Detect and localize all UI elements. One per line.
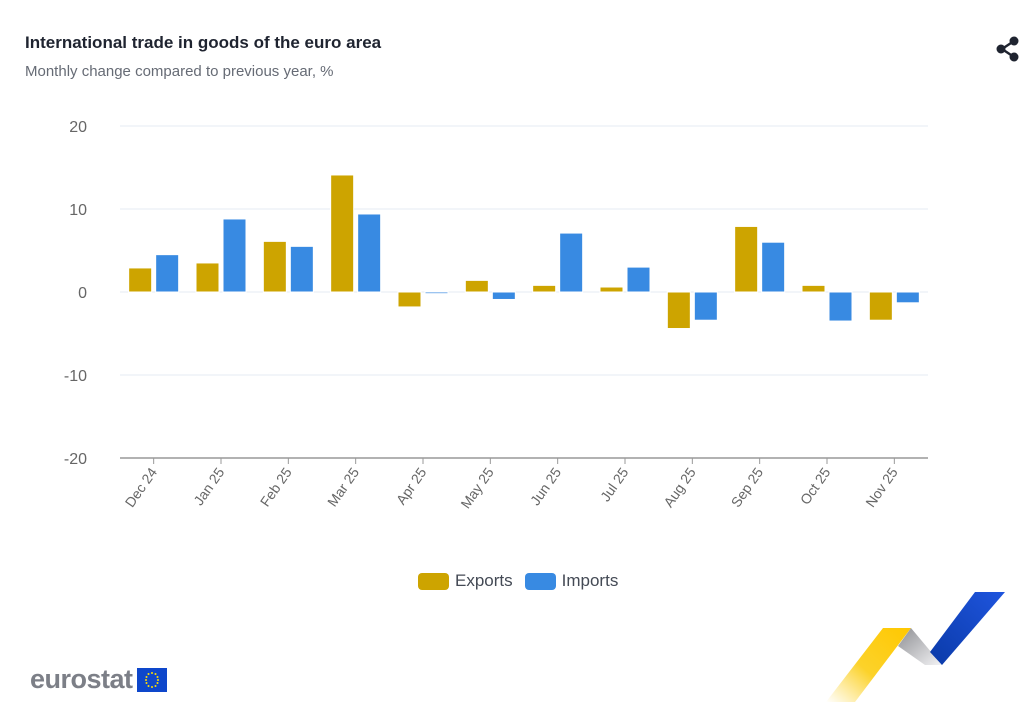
bar-exports[interactable] [262, 240, 287, 293]
bar-exports[interactable] [330, 174, 355, 293]
y-tick-label: 10 [69, 202, 87, 219]
chart-title: International trade in goods of the euro… [25, 33, 382, 52]
bar-imports[interactable] [222, 218, 247, 293]
bar-imports[interactable] [828, 291, 853, 322]
legend-item-exports[interactable]: Exports [418, 571, 513, 591]
legend: Exports Imports [418, 571, 630, 591]
bar-exports[interactable] [195, 262, 220, 293]
bar-imports[interactable] [424, 291, 449, 295]
bar-exports[interactable] [801, 284, 826, 293]
eu-flag-icon [136, 667, 167, 692]
bar-exports[interactable] [128, 267, 153, 293]
bar-exports[interactable] [532, 284, 557, 293]
bar-imports[interactable] [626, 266, 651, 293]
bar-imports[interactable] [761, 241, 786, 293]
y-tick-label: 0 [78, 285, 87, 302]
bar-imports[interactable] [289, 245, 314, 293]
bar-imports[interactable] [693, 291, 718, 321]
legend-swatch-exports [418, 572, 449, 590]
y-tick-label: -10 [64, 368, 87, 385]
bar-exports[interactable] [464, 279, 489, 293]
share-icon[interactable] [994, 36, 1022, 62]
chart-subtitle: Monthly change compared to previous year… [25, 63, 334, 80]
y-tick-label: 20 [69, 119, 87, 136]
bar-exports[interactable] [666, 291, 691, 330]
legend-label-imports: Imports [561, 571, 619, 590]
bar-imports[interactable] [357, 213, 382, 293]
eurostat-logo[interactable]: eurostat [30, 664, 167, 695]
bar-exports[interactable] [599, 286, 624, 293]
bar-imports[interactable] [491, 291, 516, 300]
bar-imports[interactable] [895, 291, 920, 304]
y-tick-label: -20 [64, 451, 87, 468]
bar-exports[interactable] [868, 291, 893, 321]
bar-imports[interactable] [559, 232, 584, 293]
legend-item-imports[interactable]: Imports [524, 571, 619, 591]
legend-label-exports: Exports [455, 571, 513, 590]
bar-exports[interactable] [734, 225, 759, 293]
legend-swatch-imports [524, 572, 556, 590]
bar-exports[interactable] [397, 291, 422, 308]
bar-imports[interactable] [155, 254, 180, 293]
logo-text: eurostat [30, 664, 133, 694]
